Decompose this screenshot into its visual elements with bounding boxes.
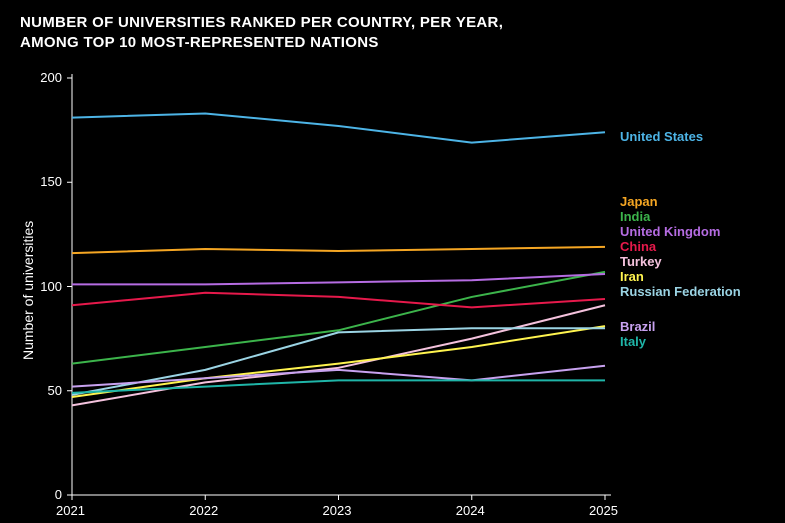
legend-label: Italy	[620, 334, 646, 349]
x-tick-label: 2023	[323, 503, 352, 518]
x-tick-label: 2021	[56, 503, 85, 518]
series-line	[72, 274, 605, 284]
series-line	[72, 305, 605, 405]
series-line	[72, 326, 605, 397]
legend-label: Russian Federation	[620, 284, 741, 299]
series-line	[72, 272, 605, 364]
legend-label: United States	[620, 129, 703, 144]
y-tick-label: 200	[40, 70, 62, 85]
line-chart	[0, 0, 785, 523]
legend-label: Japan	[620, 194, 658, 209]
y-tick-label: 0	[55, 487, 62, 502]
legend-label: India	[620, 209, 650, 224]
legend-label: Brazil	[620, 319, 655, 334]
y-tick-label: 150	[40, 174, 62, 189]
y-tick-label: 100	[40, 279, 62, 294]
x-tick-label: 2022	[189, 503, 218, 518]
legend-label: China	[620, 239, 656, 254]
y-tick-label: 50	[48, 383, 62, 398]
x-tick-label: 2024	[456, 503, 485, 518]
legend-label: Iran	[620, 269, 644, 284]
x-tick-label: 2025	[589, 503, 618, 518]
series-line	[72, 113, 605, 142]
series-line	[72, 247, 605, 253]
series-line	[72, 293, 605, 308]
legend-label: United Kingdom	[620, 224, 720, 239]
legend-label: Turkey	[620, 254, 662, 269]
series-line	[72, 366, 605, 387]
